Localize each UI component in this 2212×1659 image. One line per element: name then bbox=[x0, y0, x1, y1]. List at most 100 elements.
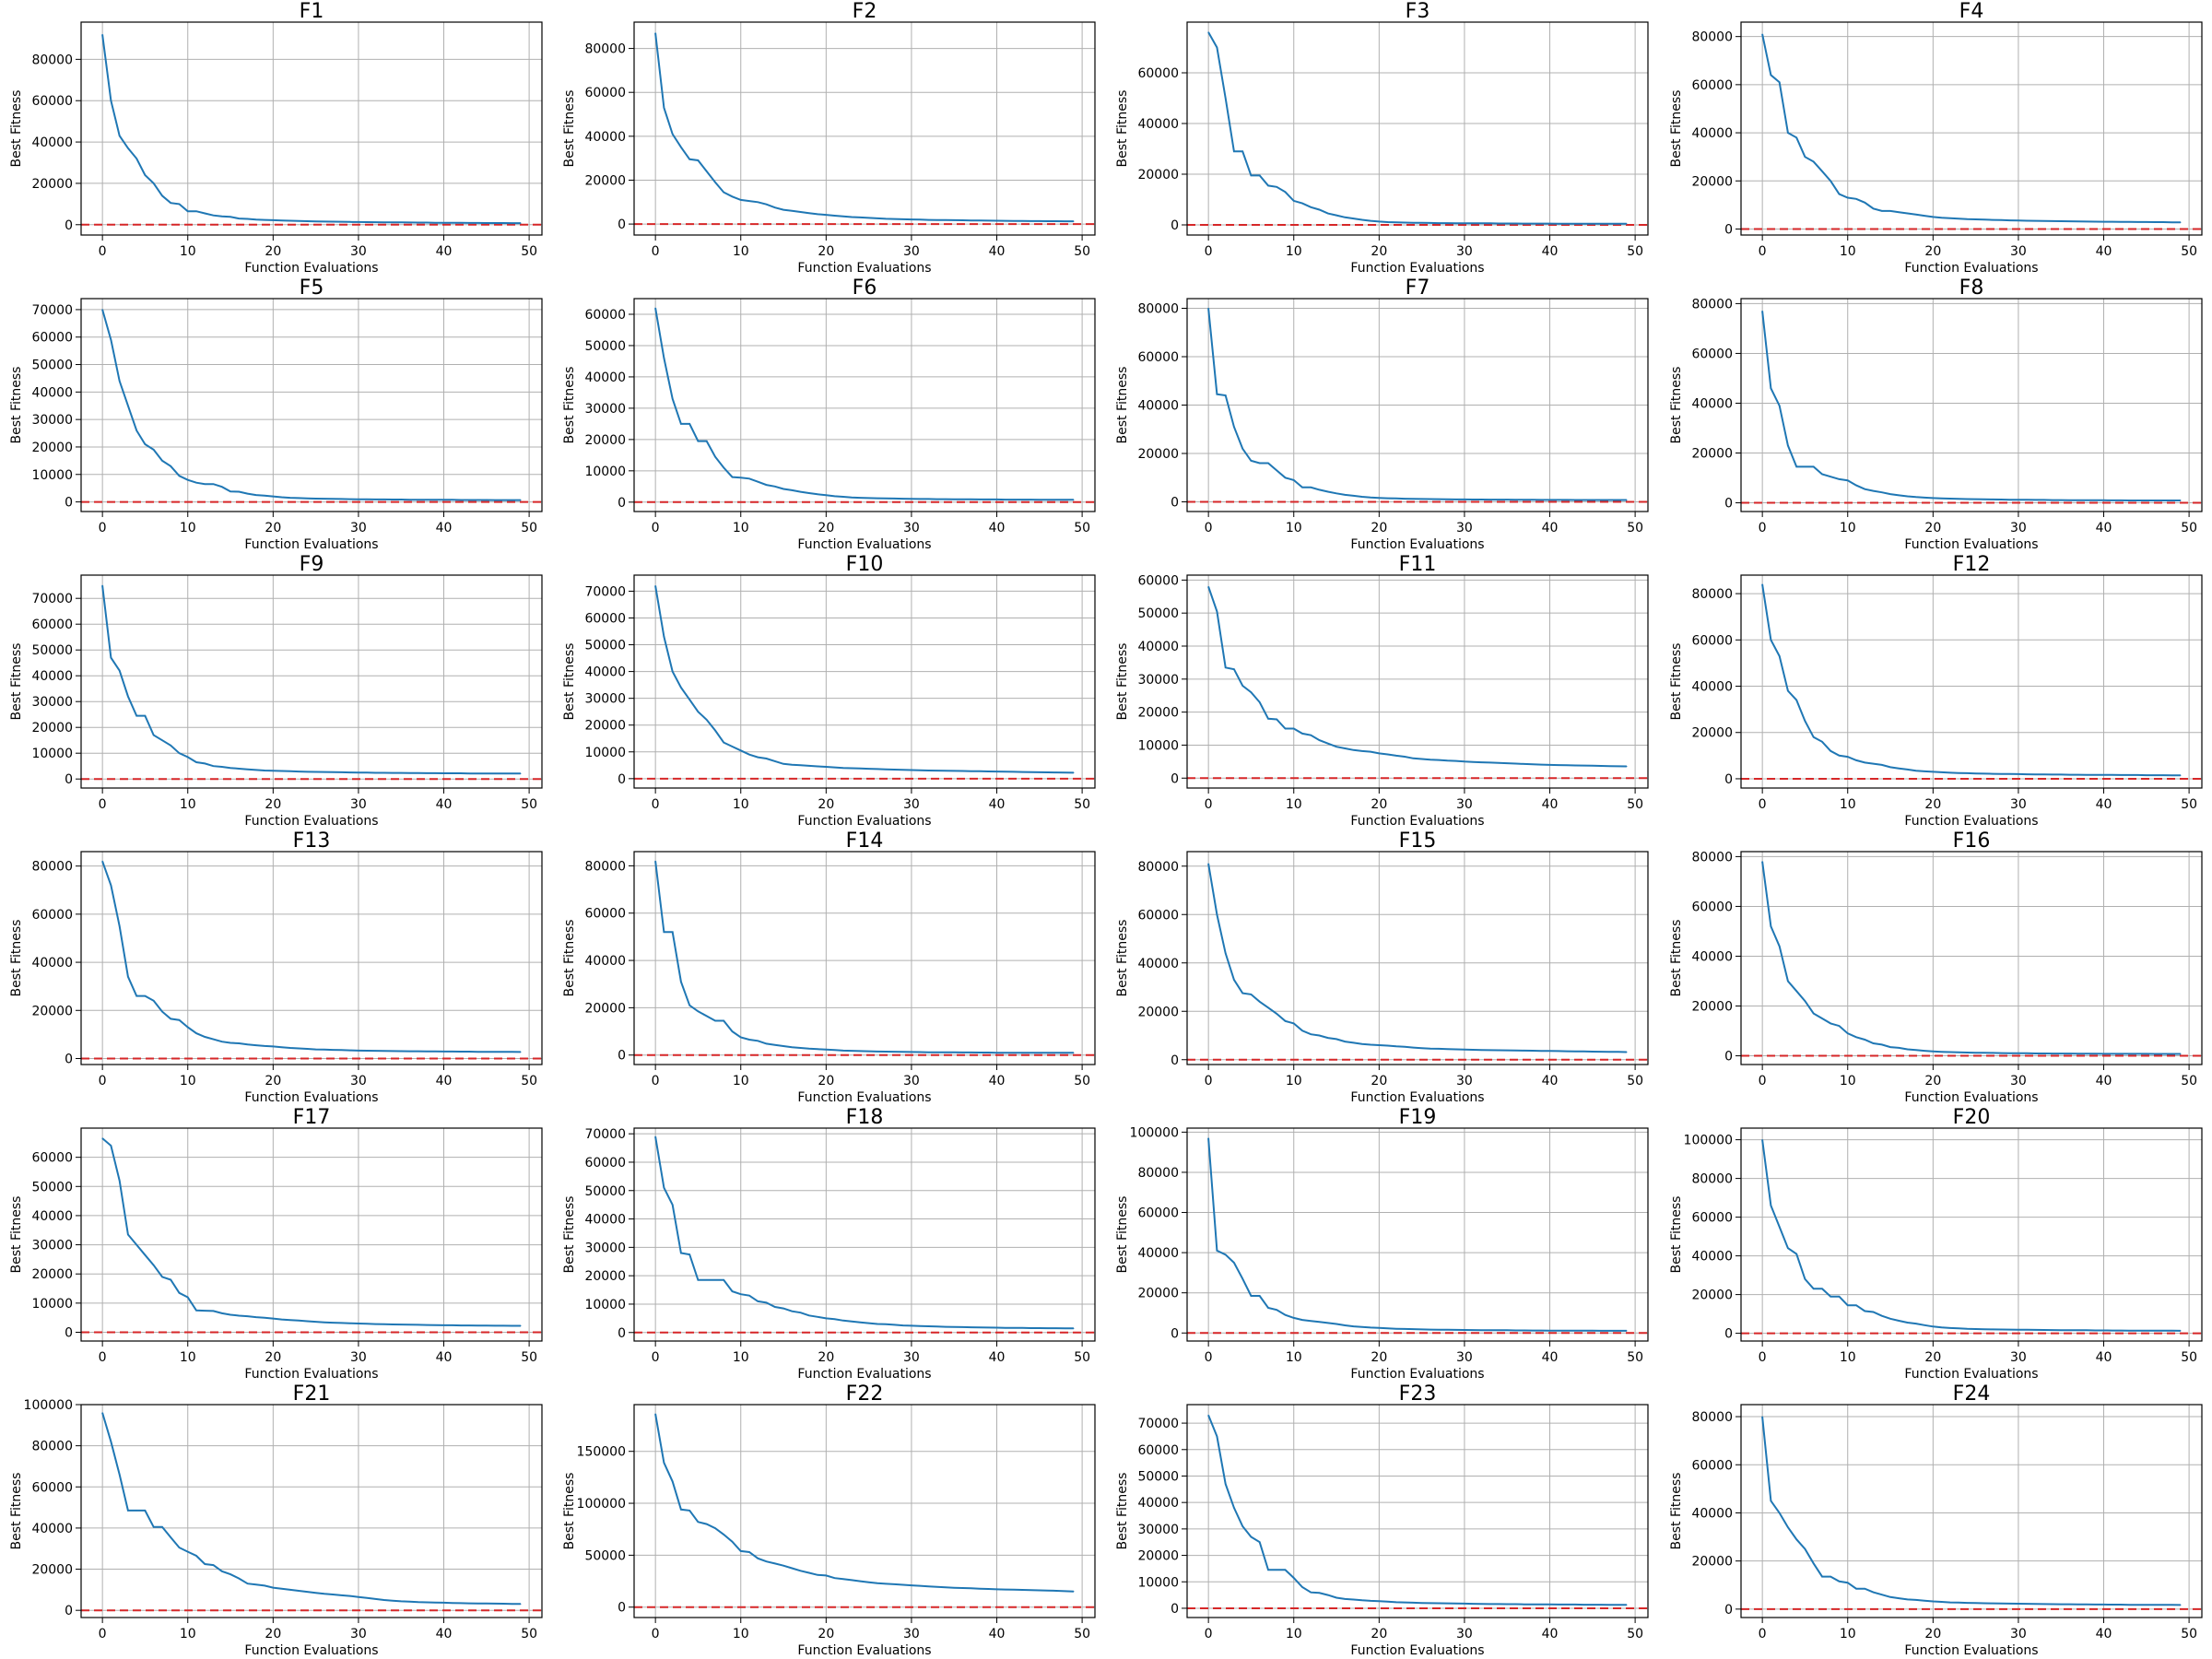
data-point bbox=[1284, 191, 1287, 193]
x-tick-label: 40 bbox=[1542, 1627, 1559, 1641]
x-tick-label: 10 bbox=[180, 1627, 196, 1641]
data-point bbox=[1344, 217, 1346, 218]
y-tick-label: 40000 bbox=[1691, 396, 1733, 411]
series-line bbox=[1761, 583, 2181, 777]
data-point bbox=[1761, 1139, 1763, 1141]
data-point bbox=[1498, 1329, 1500, 1331]
data-point bbox=[238, 1578, 240, 1580]
data-point bbox=[1966, 772, 1968, 774]
data-point bbox=[1898, 1047, 1900, 1049]
y-tick-label: 60000 bbox=[1137, 66, 1179, 81]
data-point bbox=[119, 670, 121, 672]
x-tick-label: 30 bbox=[903, 1627, 920, 1641]
data-point bbox=[1830, 1022, 1831, 1024]
data-point bbox=[2146, 1330, 2147, 1332]
series-line bbox=[1761, 311, 2181, 501]
data-point bbox=[1975, 1328, 1977, 1330]
data-point bbox=[2060, 1604, 2062, 1606]
data-point bbox=[1626, 1330, 1628, 1332]
data-point bbox=[1073, 220, 1075, 222]
data-point bbox=[1872, 1592, 1875, 1594]
x-tick-label: 0 bbox=[1759, 244, 1767, 259]
x-tick-label: 0 bbox=[1205, 1627, 1213, 1641]
data-point bbox=[945, 1052, 947, 1053]
data-point bbox=[110, 1145, 112, 1147]
y-tick-label: 10000 bbox=[584, 465, 626, 479]
data-point bbox=[902, 1583, 904, 1586]
data-point bbox=[2120, 1053, 2122, 1054]
y-tick-label: 20000 bbox=[1137, 1287, 1179, 1301]
data-point bbox=[654, 860, 656, 862]
data-point bbox=[791, 1311, 793, 1312]
data-point bbox=[774, 760, 776, 762]
data-point bbox=[927, 770, 930, 771]
data-point bbox=[953, 1326, 955, 1328]
data-point bbox=[1361, 1599, 1363, 1601]
data-point bbox=[383, 221, 385, 223]
data-point bbox=[502, 1051, 504, 1053]
data-point bbox=[654, 1135, 656, 1137]
data-point bbox=[229, 216, 231, 218]
data-point bbox=[1395, 755, 1397, 757]
data-point bbox=[979, 1052, 981, 1053]
data-point bbox=[1216, 1435, 1218, 1437]
data-point bbox=[486, 1603, 488, 1605]
data-point bbox=[1353, 1041, 1355, 1043]
data-point bbox=[654, 32, 656, 34]
x-tick-label: 50 bbox=[1627, 1627, 1643, 1641]
x-tick-label: 30 bbox=[1456, 1350, 1473, 1365]
data-point bbox=[1889, 210, 1891, 212]
x-tick-label: 50 bbox=[1074, 1074, 1090, 1088]
data-point bbox=[2171, 1330, 2173, 1332]
data-point bbox=[1301, 1030, 1303, 1031]
y-tick-label: 20000 bbox=[31, 1004, 73, 1018]
data-point bbox=[400, 1050, 402, 1053]
data-point bbox=[697, 1521, 700, 1523]
data-point bbox=[1438, 222, 1440, 224]
x-tick-label: 40 bbox=[989, 1350, 1006, 1365]
data-point bbox=[135, 1244, 137, 1246]
data-point bbox=[936, 499, 938, 500]
data-point bbox=[442, 1602, 445, 1604]
y-tick-label: 40000 bbox=[31, 1522, 73, 1536]
plot-title: F4 bbox=[1959, 0, 1984, 23]
data-point bbox=[945, 219, 947, 221]
data-point bbox=[110, 100, 112, 101]
data-point bbox=[688, 1253, 690, 1255]
data-point bbox=[1608, 765, 1610, 767]
data-point bbox=[1975, 499, 1977, 500]
data-point bbox=[1924, 497, 1925, 499]
data-point bbox=[2146, 1053, 2147, 1054]
data-point bbox=[187, 1296, 189, 1299]
x-tick-label: 30 bbox=[2010, 244, 2027, 259]
data-point bbox=[127, 1510, 129, 1512]
data-point bbox=[1021, 1589, 1023, 1591]
data-point bbox=[221, 486, 223, 488]
data-point bbox=[1233, 1262, 1235, 1264]
data-point bbox=[1548, 223, 1551, 225]
data-point bbox=[520, 1051, 522, 1053]
data-point bbox=[842, 496, 844, 498]
data-point bbox=[1838, 478, 1841, 480]
data-point bbox=[1592, 1330, 1594, 1332]
data-point bbox=[1327, 213, 1329, 215]
data-point bbox=[229, 1573, 231, 1575]
data-point bbox=[953, 499, 955, 500]
y-tick-label: 0 bbox=[1724, 1327, 1733, 1342]
data-point bbox=[340, 498, 342, 500]
data-point bbox=[2043, 773, 2045, 775]
y-axis-label: Best Fitness bbox=[1115, 1473, 1130, 1550]
data-point bbox=[1804, 156, 1806, 158]
x-tick-label: 10 bbox=[1286, 797, 1302, 812]
y-tick-label: 10000 bbox=[1137, 1575, 1179, 1590]
data-point bbox=[434, 1324, 436, 1326]
data-point bbox=[119, 1180, 121, 1182]
y-tick-label: 0 bbox=[618, 1326, 626, 1341]
x-tick-label: 0 bbox=[1205, 244, 1213, 259]
data-point bbox=[1932, 216, 1934, 218]
x-tick-label: 0 bbox=[99, 797, 107, 812]
data-point bbox=[1404, 756, 1406, 758]
data-point bbox=[1889, 1596, 1891, 1598]
data-point bbox=[2162, 1604, 2164, 1606]
data-point bbox=[1881, 764, 1883, 766]
